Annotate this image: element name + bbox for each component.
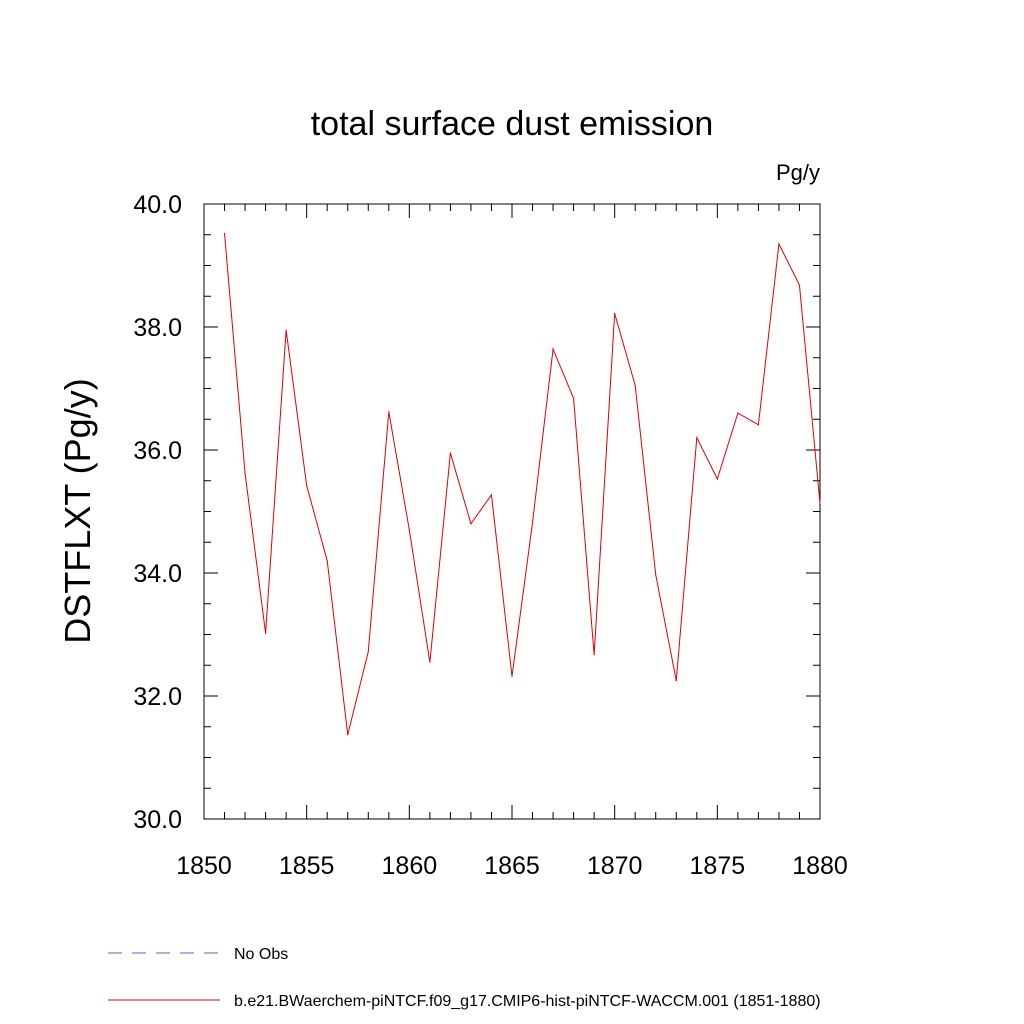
data-point bbox=[737, 412, 739, 414]
x-tick-label: 1875 bbox=[690, 852, 746, 880]
data-point bbox=[798, 284, 801, 286]
data-point bbox=[223, 232, 226, 235]
x-tick-label: 1850 bbox=[176, 852, 232, 880]
data-point bbox=[531, 521, 534, 524]
data-point bbox=[306, 485, 308, 487]
legend: No Obs b.e21.BWaerchem-piNTCF.f09_g17.CMI… bbox=[108, 946, 821, 1010]
y-tick-label: 38.0 bbox=[133, 314, 182, 342]
data-point bbox=[655, 574, 657, 576]
data-point bbox=[614, 312, 616, 315]
plot-area bbox=[223, 232, 821, 736]
data-point bbox=[285, 329, 287, 331]
data-point bbox=[634, 384, 636, 387]
data-point bbox=[757, 424, 760, 426]
data-point bbox=[716, 478, 718, 480]
data-point bbox=[429, 661, 431, 663]
units-label: Pg/y bbox=[776, 160, 820, 185]
data-point bbox=[511, 675, 513, 677]
y-tick-label: 32.0 bbox=[133, 683, 182, 711]
data-point bbox=[675, 680, 677, 682]
data-point bbox=[573, 397, 575, 399]
y-tick-label: 40.0 bbox=[133, 191, 182, 219]
data-point bbox=[449, 452, 451, 454]
data-point bbox=[470, 523, 472, 525]
y-tick-label: 36.0 bbox=[133, 437, 182, 465]
x-tick-label: 1880 bbox=[792, 852, 848, 880]
data-point bbox=[819, 502, 821, 505]
x-tick-label: 1865 bbox=[484, 852, 540, 880]
axes: 1850 1855 1860 1865 1870 1875 1880 30.0 32.0 34.0… bbox=[133, 191, 847, 880]
legend-label-1: No Obs bbox=[234, 946, 288, 963]
data-point bbox=[552, 348, 554, 350]
data-point bbox=[388, 411, 390, 413]
y-axis-label: DSTFLXT (Pg/y) bbox=[57, 378, 98, 643]
series-line-0 bbox=[224, 233, 821, 735]
x-tick-label: 1870 bbox=[587, 852, 643, 880]
data-point bbox=[408, 529, 410, 531]
legend-label-0: b.e21.BWaerchem-piNTCF.f09_g17.CMIP6-his… bbox=[234, 993, 821, 1010]
y-tick-label: 30.0 bbox=[133, 806, 182, 834]
plot-frame bbox=[203, 203, 821, 820]
data-point bbox=[326, 560, 328, 562]
chart-title: total surface dust emission bbox=[311, 105, 714, 143]
data-point bbox=[265, 632, 267, 634]
x-tick-label: 1860 bbox=[382, 852, 438, 880]
data-point bbox=[367, 651, 369, 653]
data-point bbox=[696, 437, 698, 439]
y-tick-label: 34.0 bbox=[133, 560, 182, 588]
data-point bbox=[490, 494, 493, 496]
x-tick-label: 1855 bbox=[279, 852, 335, 880]
data-point bbox=[244, 472, 246, 474]
data-point bbox=[347, 734, 349, 736]
data-point bbox=[778, 243, 780, 245]
data-point bbox=[593, 654, 595, 656]
